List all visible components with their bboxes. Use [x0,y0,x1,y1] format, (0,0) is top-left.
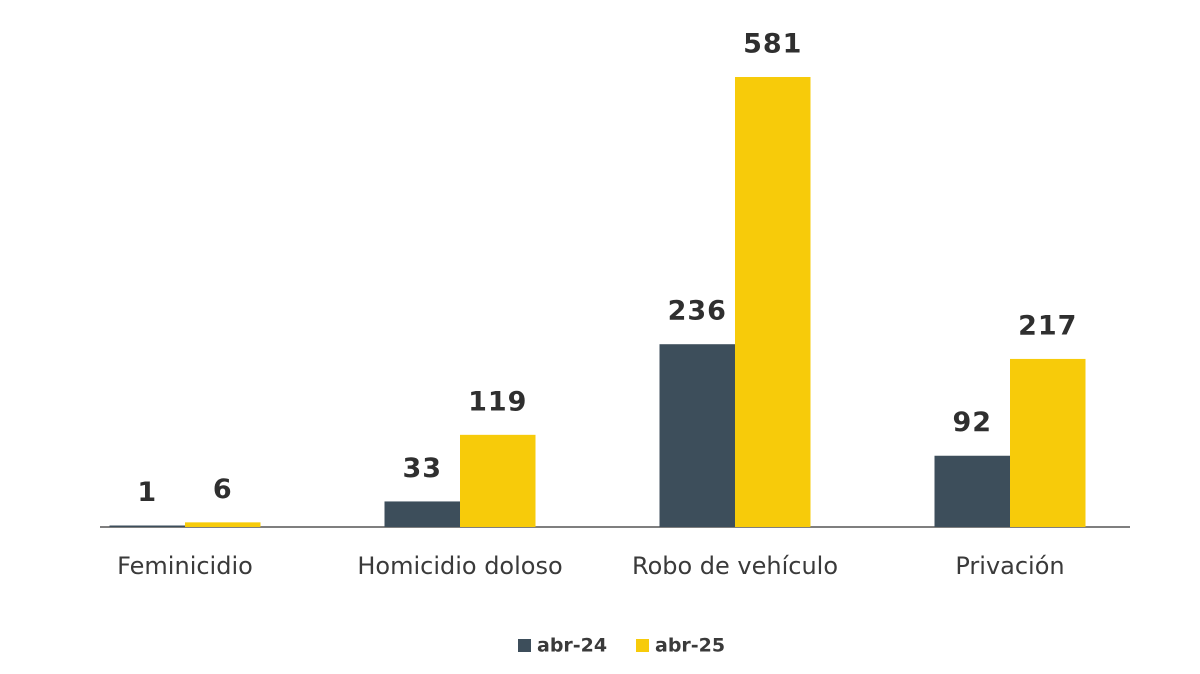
value-label: 217 [1018,310,1077,341]
value-label: 119 [468,386,527,417]
value-label: 92 [952,407,992,438]
legend-label: abr-25 [655,635,725,657]
legend-label: abr-24 [537,635,607,657]
value-label: 1 [137,477,157,508]
legend-swatch [518,639,531,652]
x-tick-label: Feminicidio [117,552,253,580]
bar [384,501,460,527]
x-tick-label: Homicidio doloso [357,552,562,580]
bar [934,455,1010,527]
x-tick-label: Privación [955,552,1064,580]
bar [109,525,185,527]
bar [185,522,261,527]
value-label: 581 [743,29,802,60]
value-label: 236 [668,296,727,327]
bar [735,77,811,527]
bar [659,344,735,527]
bar [460,434,536,527]
value-label: 33 [402,453,442,484]
x-tick-label: Robo de vehículo [632,552,838,580]
bar [1010,358,1086,527]
legend-swatch [636,639,649,652]
value-label: 6 [213,474,233,505]
